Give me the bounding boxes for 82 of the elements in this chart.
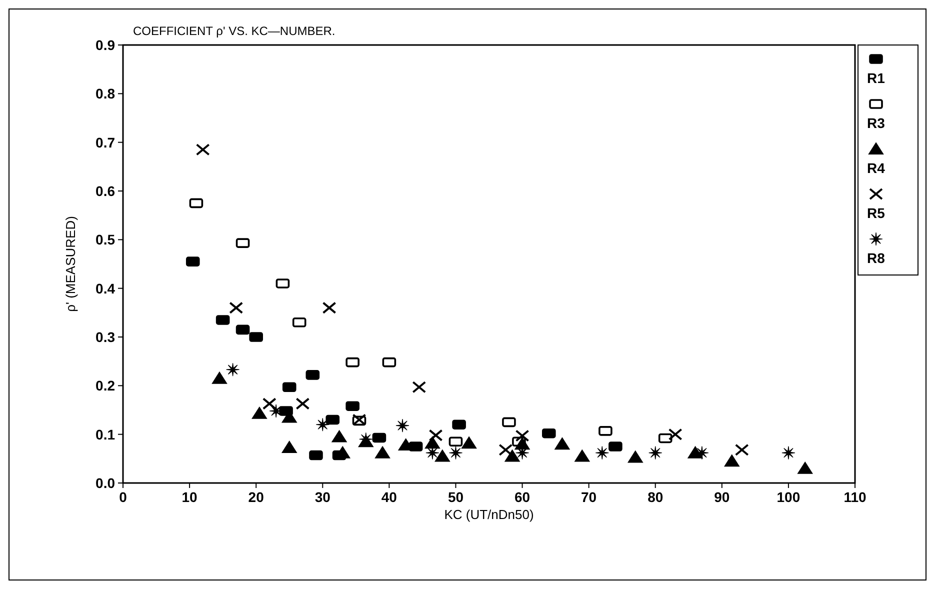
point xyxy=(504,450,520,462)
point xyxy=(226,362,240,376)
point xyxy=(249,332,263,342)
point xyxy=(252,406,267,419)
point xyxy=(502,417,516,428)
y-tick-label: 0.1 xyxy=(96,426,116,442)
legend-label: R8 xyxy=(867,250,886,266)
point xyxy=(448,446,463,460)
legend-label: R3 xyxy=(867,115,886,131)
point xyxy=(346,401,360,412)
point xyxy=(396,418,410,432)
point xyxy=(515,430,530,442)
point xyxy=(434,450,450,462)
point xyxy=(448,436,463,447)
x-tick-label: 90 xyxy=(714,489,730,505)
point xyxy=(554,438,570,450)
y-tick-label: 0.6 xyxy=(96,183,116,199)
x-tick-label: 20 xyxy=(248,489,264,505)
point xyxy=(282,382,296,392)
point xyxy=(282,440,297,453)
point xyxy=(229,302,244,314)
y-tick-label: 0.5 xyxy=(96,232,116,248)
point xyxy=(262,398,276,410)
point xyxy=(382,357,396,368)
y-tick-label: 0.9 xyxy=(96,37,116,53)
x-tick-label: 30 xyxy=(314,489,331,505)
point xyxy=(375,446,390,458)
x-tick-label: 60 xyxy=(514,489,530,505)
point xyxy=(372,432,386,443)
point xyxy=(598,426,612,436)
point xyxy=(658,433,672,444)
point xyxy=(782,446,796,460)
point xyxy=(452,420,466,430)
x-tick-label: 50 xyxy=(448,489,464,505)
point xyxy=(695,446,709,460)
point xyxy=(412,381,426,394)
point xyxy=(734,444,749,456)
y-tick-label: 0.8 xyxy=(96,86,116,102)
y-axis-title: ρ' (MEASURED) xyxy=(63,216,78,312)
point xyxy=(309,450,323,460)
point xyxy=(296,398,310,410)
point xyxy=(595,446,609,460)
x-tick-label: 40 xyxy=(381,489,398,505)
point xyxy=(628,450,643,463)
y-tick-label: 0.0 xyxy=(96,475,116,491)
point xyxy=(498,444,513,456)
point xyxy=(514,438,530,450)
legend-label: R1 xyxy=(867,70,886,86)
legend-label: R4 xyxy=(867,160,886,176)
point xyxy=(269,404,283,418)
point xyxy=(574,450,590,462)
point xyxy=(316,418,330,432)
point xyxy=(189,198,204,208)
point xyxy=(212,372,227,384)
x-tick-label: 0 xyxy=(119,489,128,505)
point xyxy=(542,428,556,438)
point xyxy=(428,429,443,442)
point xyxy=(196,144,210,156)
y-tick-label: 0.7 xyxy=(96,134,116,150)
x-tick-label: 70 xyxy=(581,489,597,505)
y-tick-label: 0.3 xyxy=(96,329,116,345)
point xyxy=(322,302,336,314)
legend-label: R5 xyxy=(867,205,886,221)
x-tick-label: 100 xyxy=(776,489,800,505)
y-tick-label: 0.2 xyxy=(96,378,116,394)
point xyxy=(668,428,682,440)
x-tick-label: 10 xyxy=(182,489,198,505)
x-tick-label: 110 xyxy=(844,489,867,505)
point xyxy=(346,357,360,368)
y-tick-label: 0.4 xyxy=(96,280,116,296)
point xyxy=(236,324,250,335)
point xyxy=(724,454,740,467)
chart-title: COEFFICIENT ρ' VS. KC—NUMBER. xyxy=(133,24,336,38)
point xyxy=(608,442,622,452)
x-tick-label: 80 xyxy=(648,489,664,505)
point xyxy=(462,436,477,449)
x-axis-title: KC (UT/nDn50) xyxy=(444,507,534,522)
point xyxy=(798,462,813,474)
point xyxy=(648,446,662,460)
point xyxy=(332,430,347,442)
point xyxy=(326,414,340,425)
point xyxy=(424,436,440,449)
